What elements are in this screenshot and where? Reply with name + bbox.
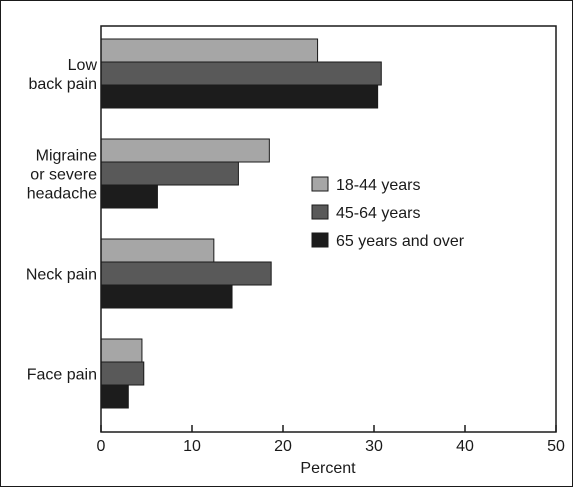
plot-area-border bbox=[100, 25, 557, 433]
bar bbox=[100, 61, 382, 86]
x-tick-label: 50 bbox=[547, 438, 565, 455]
legend-swatch bbox=[311, 232, 329, 248]
bar bbox=[100, 161, 239, 186]
bars-group bbox=[100, 38, 382, 409]
bar bbox=[100, 238, 215, 263]
bar bbox=[100, 338, 143, 363]
legend-label: 18-44 years bbox=[336, 177, 421, 194]
category-label-line: Face pain bbox=[27, 367, 97, 384]
legend-label: 45-64 years bbox=[336, 205, 421, 222]
bar bbox=[100, 38, 319, 63]
x-tick-label: 0 bbox=[97, 438, 106, 455]
category-label: Face pain bbox=[27, 367, 97, 384]
legend-label: 65 years and over bbox=[336, 233, 465, 250]
category-label: Migraine or severe headache bbox=[27, 148, 97, 203]
bar bbox=[100, 361, 145, 386]
category-label-line: headache bbox=[27, 186, 97, 203]
category-labels: Low back pain Migraine or severe headache Nec… bbox=[26, 57, 98, 384]
bar bbox=[100, 184, 158, 209]
bar bbox=[100, 138, 270, 163]
category-label-line: Migraine bbox=[36, 148, 97, 165]
bar bbox=[100, 384, 129, 409]
bar bbox=[100, 284, 233, 309]
x-tick-label: 30 bbox=[365, 438, 383, 455]
x-tick-label: 20 bbox=[274, 438, 292, 455]
bar bbox=[100, 84, 379, 109]
category-label: Low back pain bbox=[29, 57, 98, 93]
category-label-line: or severe bbox=[30, 167, 97, 184]
x-tick-label: 40 bbox=[456, 438, 474, 455]
category-label-line: Neck pain bbox=[26, 267, 97, 284]
x-axis-label: Percent bbox=[300, 460, 356, 477]
legend-swatch bbox=[311, 176, 329, 192]
legend: 18-44 years 45-64 years 65 years and over bbox=[311, 176, 465, 250]
category-label: Neck pain bbox=[26, 267, 97, 284]
legend-swatch bbox=[311, 204, 329, 220]
x-axis-ticks: 0 10 20 30 40 50 bbox=[97, 425, 565, 455]
category-label-line: back pain bbox=[29, 76, 98, 93]
category-label-line: Low bbox=[68, 57, 98, 74]
x-tick-label: 10 bbox=[183, 438, 201, 455]
bar bbox=[100, 261, 272, 286]
